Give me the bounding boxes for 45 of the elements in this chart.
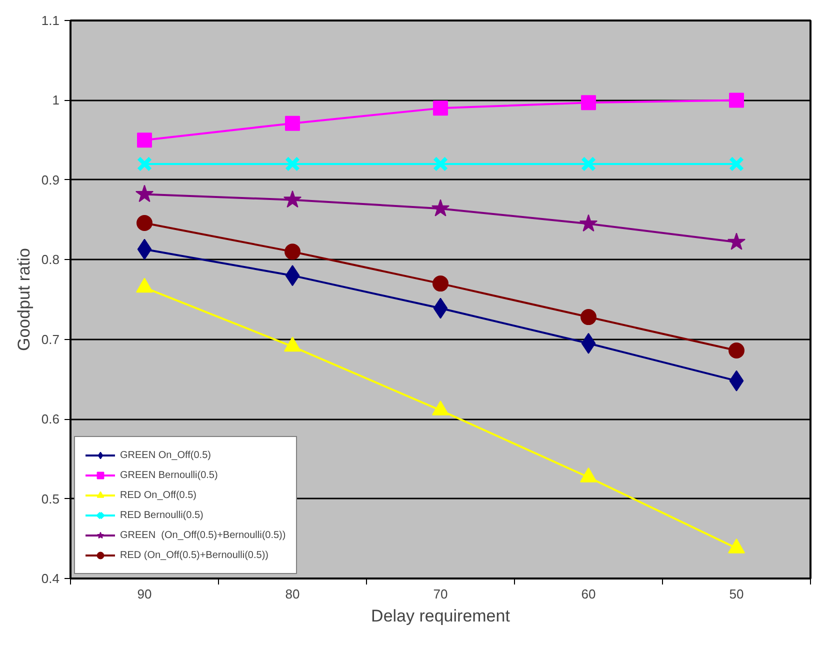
y-tick-label: 1 bbox=[52, 92, 60, 108]
point bbox=[580, 156, 596, 172]
x-tick-label: 90 bbox=[137, 586, 152, 602]
point bbox=[432, 276, 448, 292]
point bbox=[581, 95, 596, 110]
x-tick-label: 60 bbox=[581, 586, 596, 602]
y-tick-label: 0.5 bbox=[41, 491, 60, 506]
x-tick-label: 50 bbox=[729, 586, 744, 602]
point bbox=[284, 156, 300, 172]
point bbox=[137, 132, 152, 148]
y-tick-label: 0.4 bbox=[41, 571, 60, 586]
legend-label: GREEN (On_Off(0.5)+Bernoulli(0.5)) bbox=[120, 530, 286, 540]
legend-label: GREEN Bernoulli(0.5) bbox=[120, 470, 218, 480]
point bbox=[579, 214, 598, 232]
point bbox=[136, 214, 152, 231]
point bbox=[728, 156, 744, 172]
point bbox=[431, 199, 450, 216]
point bbox=[284, 244, 300, 260]
y-tick-label: 0.6 bbox=[41, 412, 60, 427]
point bbox=[728, 538, 745, 554]
legend-label: GREEN On_Off(0.5) bbox=[120, 450, 211, 460]
point bbox=[136, 156, 152, 172]
x-tick-label: 80 bbox=[285, 586, 300, 602]
point bbox=[285, 116, 300, 131]
y-tick-label: 0.8 bbox=[41, 252, 60, 268]
point bbox=[432, 156, 448, 172]
point bbox=[728, 342, 744, 358]
legend-label: RED (On_Off(0.5)+Bernoulli(0.5)) bbox=[120, 550, 268, 560]
legend-label: RED On_Off(0.5) bbox=[120, 490, 197, 500]
point bbox=[580, 309, 596, 326]
y-tick-label: 1.1 bbox=[41, 13, 60, 28]
y-tick-label: 0.9 bbox=[41, 172, 60, 188]
point bbox=[727, 232, 746, 250]
point bbox=[284, 336, 301, 352]
x-tick-label: 70 bbox=[433, 586, 448, 602]
legend-label: RED Bernoulli(0.5) bbox=[120, 510, 204, 520]
point bbox=[135, 184, 154, 202]
y-tick-label: 0.7 bbox=[41, 332, 60, 347]
point bbox=[729, 92, 744, 108]
point bbox=[433, 100, 448, 116]
point bbox=[432, 400, 449, 416]
x-axis-title: Delay requirement bbox=[371, 606, 510, 626]
point bbox=[283, 190, 302, 208]
y-axis-title: Goodput ratio bbox=[14, 248, 34, 352]
point bbox=[580, 468, 597, 482]
